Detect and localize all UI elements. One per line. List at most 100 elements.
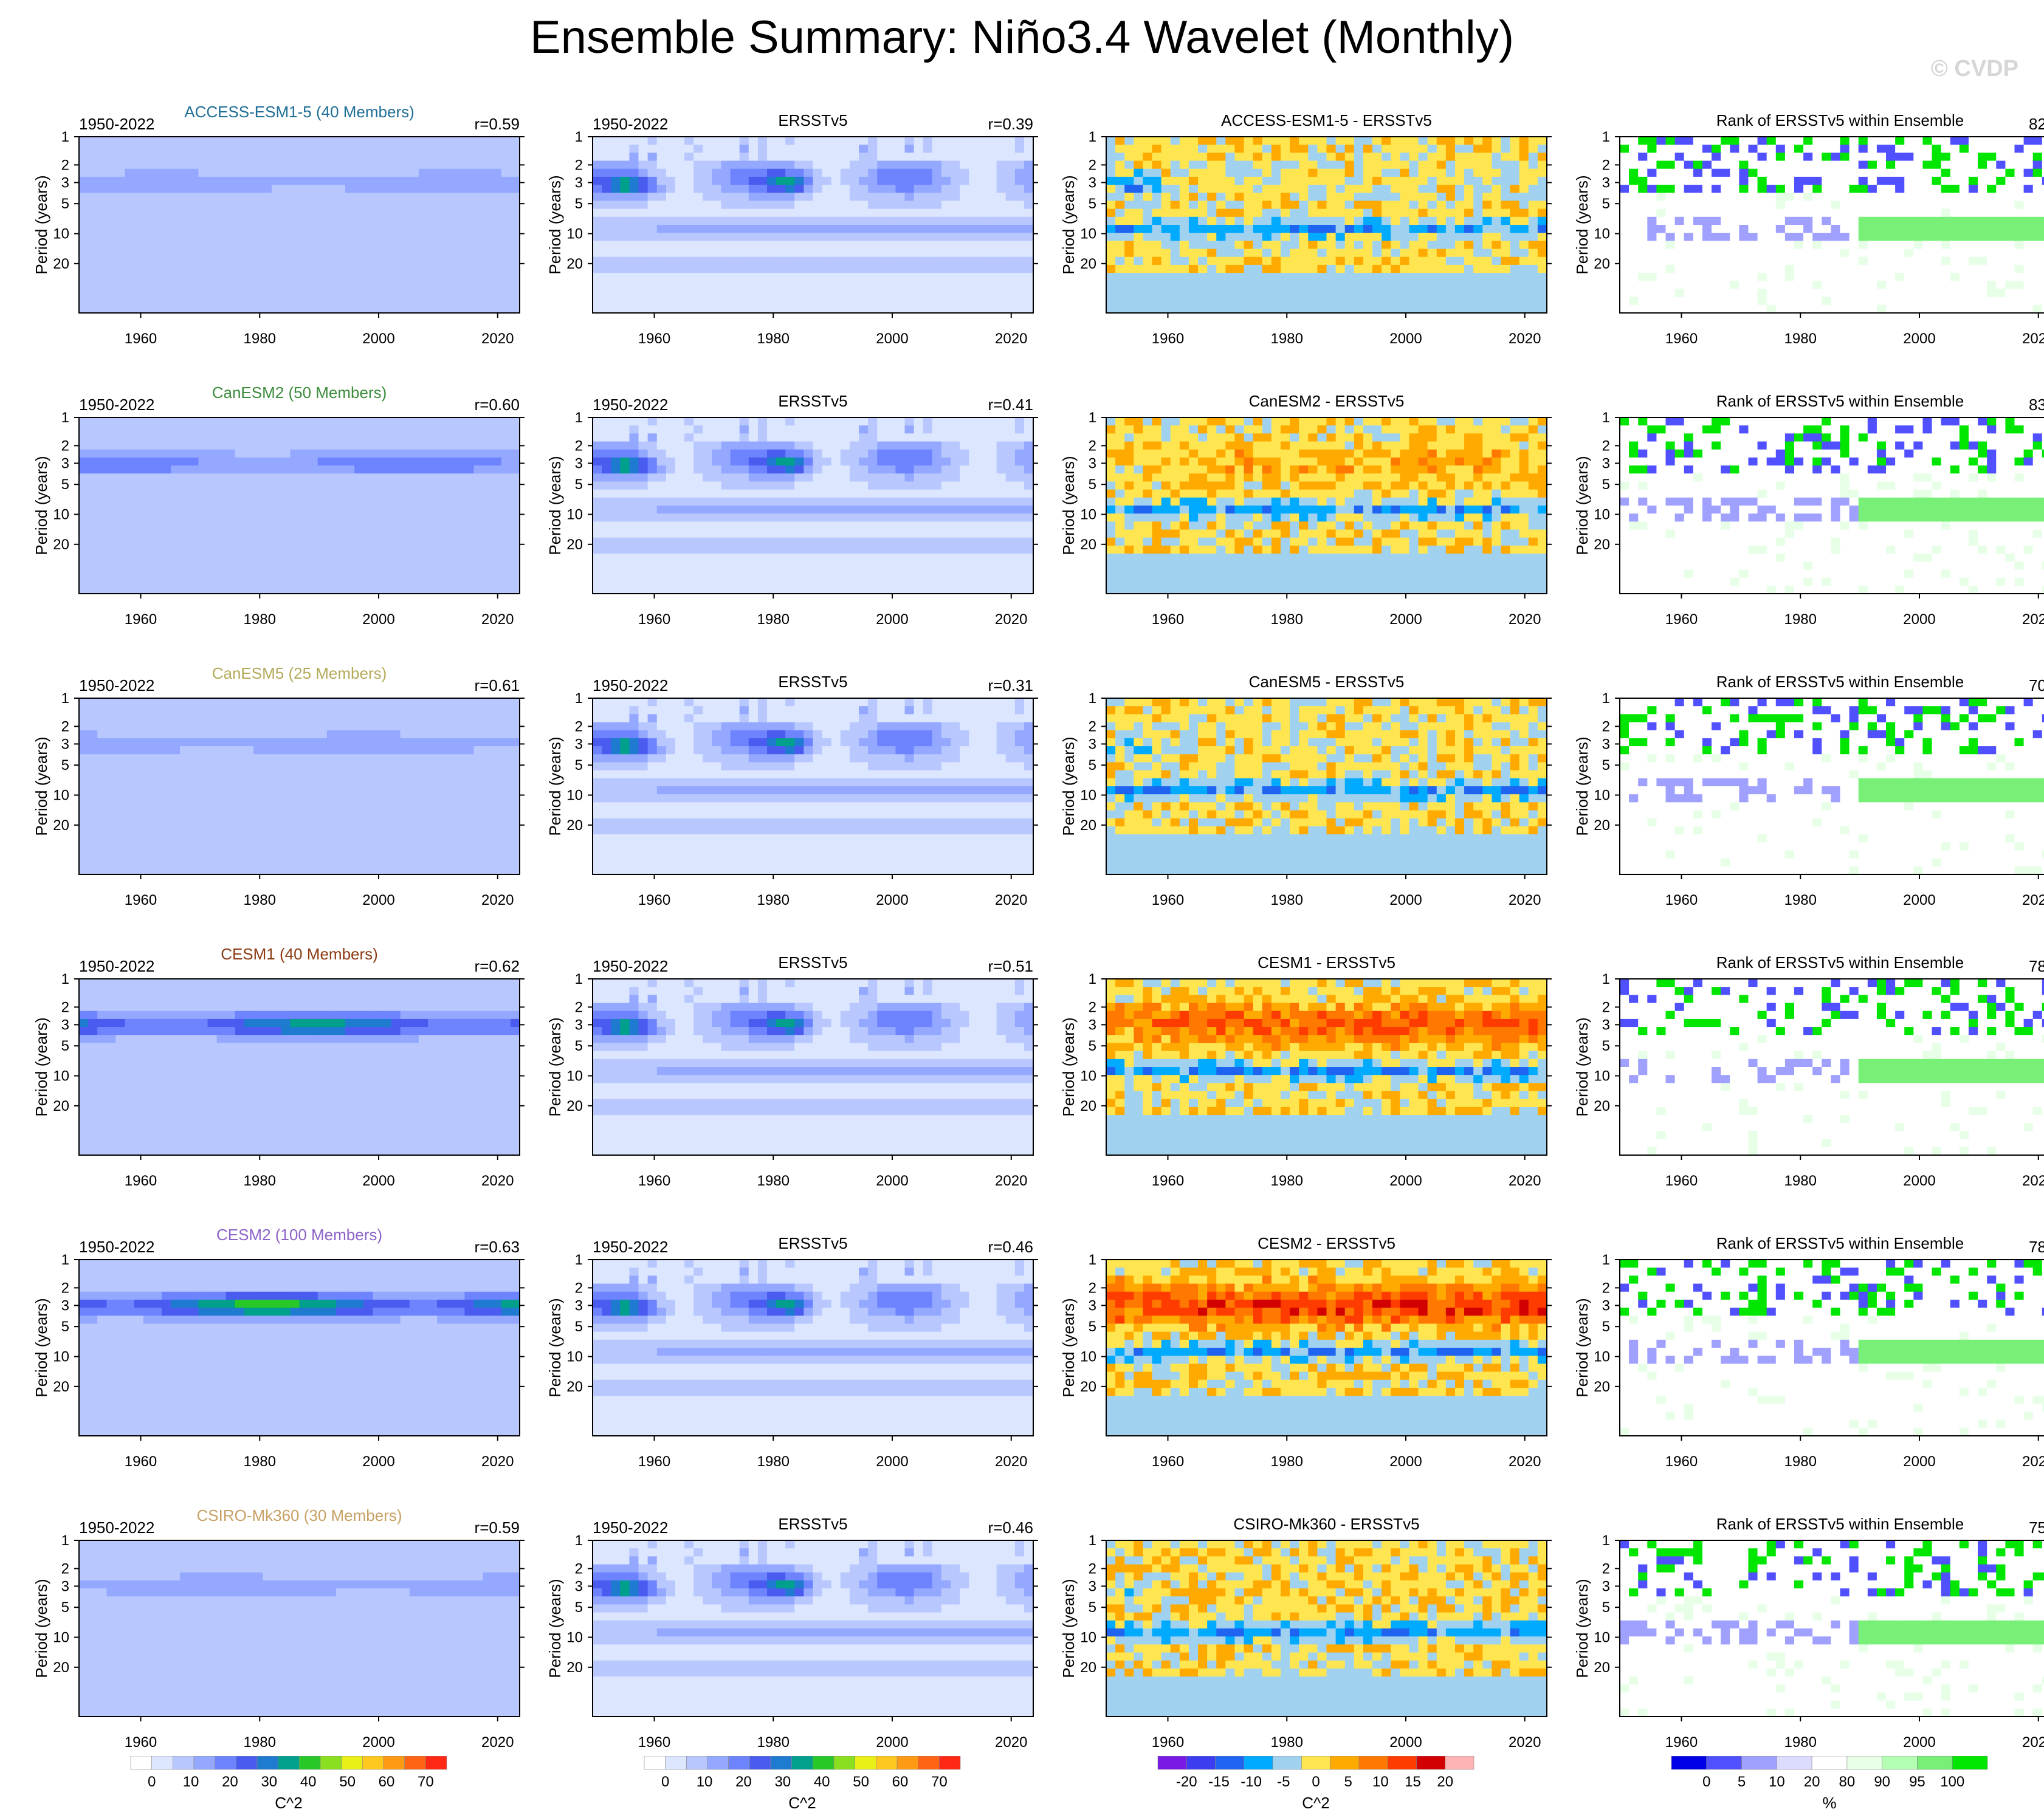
heatmap-cell [382, 497, 392, 506]
heatmap-cell [418, 241, 428, 250]
heatmap-cell [1528, 193, 1538, 202]
heatmap-cell [1134, 208, 1144, 218]
heatmap-cell [1308, 297, 1318, 306]
heatmap-cell [831, 241, 841, 250]
heatmap-cell [143, 281, 153, 290]
heatmap-cell [1161, 273, 1171, 281]
heatmap-cell [1134, 273, 1144, 281]
heatmap-cell [418, 457, 428, 466]
heatmap-cell [115, 489, 126, 498]
heatmap-cell [115, 225, 126, 233]
heatmap-cell [1501, 256, 1511, 266]
heatmap-cell [263, 297, 272, 306]
heatmap-cell [336, 168, 346, 177]
heatmap-cell [427, 465, 438, 474]
heatmap-cell [115, 497, 126, 506]
heatmap-cell [794, 185, 804, 193]
heatmap-cell [757, 137, 768, 145]
heatmap-cell [1895, 137, 1905, 145]
heatmap-cell [152, 273, 162, 281]
heatmap-cell [446, 281, 456, 290]
heatmap-cell [492, 497, 502, 506]
heatmap-cell [464, 473, 475, 482]
heatmap-cell [1445, 201, 1456, 210]
heatmap-cell [382, 304, 392, 314]
heatmap-cell [1473, 160, 1483, 170]
heatmap-cell [1693, 297, 1703, 306]
heatmap-cell [730, 208, 740, 218]
heatmap-cell [969, 201, 979, 210]
heatmap-cell [1849, 249, 1859, 258]
heatmap-cell [125, 433, 135, 442]
heatmap-cell [1867, 153, 1877, 162]
heatmap-cell [97, 513, 107, 522]
heatmap-cell [180, 153, 190, 162]
heatmap-cell [189, 241, 199, 250]
heatmap-cell [923, 256, 933, 266]
heatmap-cell [1290, 249, 1299, 258]
heatmap-cell [620, 233, 630, 241]
heatmap-cell [391, 233, 401, 241]
heatmap-cell [1528, 216, 1538, 225]
heatmap-cell [272, 208, 281, 218]
heatmap-cell [2005, 233, 2015, 241]
heatmap-cell [1978, 273, 1987, 281]
heatmap-cell [1308, 176, 1318, 185]
heatmap-cell [225, 216, 236, 225]
heatmap-cell [207, 249, 218, 258]
heatmap-cell [235, 208, 245, 218]
heatmap-cell [656, 160, 667, 170]
heatmap-cell [354, 489, 364, 498]
heatmap-cell [1326, 185, 1337, 193]
heatmap-cell [1391, 185, 1400, 193]
heatmap-cell [638, 289, 649, 298]
heatmap-cell [730, 256, 740, 266]
heatmap-cell [437, 417, 447, 426]
heatmap-cell [1400, 145, 1410, 153]
heatmap-cell [1822, 233, 1831, 241]
heatmap-cell [1537, 208, 1547, 218]
heatmap-cell [189, 137, 199, 145]
heatmap-cell [161, 506, 171, 514]
heatmap-cell [1005, 201, 1016, 210]
heatmap-cell [840, 193, 850, 202]
heatmap-cell [207, 473, 218, 482]
heatmap-cell [363, 433, 373, 442]
heatmap-cell [1822, 249, 1831, 258]
heatmap-cell [1978, 137, 1987, 145]
heatmap-cell [317, 481, 328, 490]
heatmap-cell [1115, 249, 1125, 258]
heatmap-cell [1784, 249, 1795, 258]
heatmap-cell [960, 304, 969, 314]
heatmap-cell [363, 249, 373, 258]
heatmap-cell [501, 249, 511, 258]
heatmap-cell [1501, 176, 1511, 185]
heatmap-cell [969, 241, 979, 250]
heatmap-cell [1005, 264, 1016, 273]
heatmap-cell [115, 457, 126, 466]
heatmap-cell [1391, 225, 1400, 233]
heatmap-cell [143, 256, 153, 266]
heatmap-cell [336, 497, 346, 506]
heatmap-cell [1014, 160, 1025, 170]
heatmap-cell [1712, 225, 1721, 233]
heatmap-cell [1766, 241, 1777, 250]
heatmap-cell [1253, 216, 1263, 225]
heatmap-cell [152, 497, 162, 506]
heatmap-cell [1739, 216, 1749, 225]
heatmap-cell [180, 145, 190, 153]
heatmap-cell [510, 225, 520, 233]
heatmap-cell [483, 176, 493, 185]
heatmap-cell [1014, 193, 1025, 202]
heatmap-cell [198, 281, 208, 290]
heatmap-cell [1473, 297, 1483, 306]
heatmap-cell [1822, 225, 1831, 233]
heatmap-cell [1244, 145, 1254, 153]
heatmap-cell [877, 233, 887, 241]
heatmap-cell [1427, 216, 1437, 225]
heatmap-cell [1326, 201, 1337, 210]
heatmap-cell [803, 273, 814, 281]
heatmap-cell [235, 433, 245, 442]
heatmap-cell [207, 168, 218, 177]
